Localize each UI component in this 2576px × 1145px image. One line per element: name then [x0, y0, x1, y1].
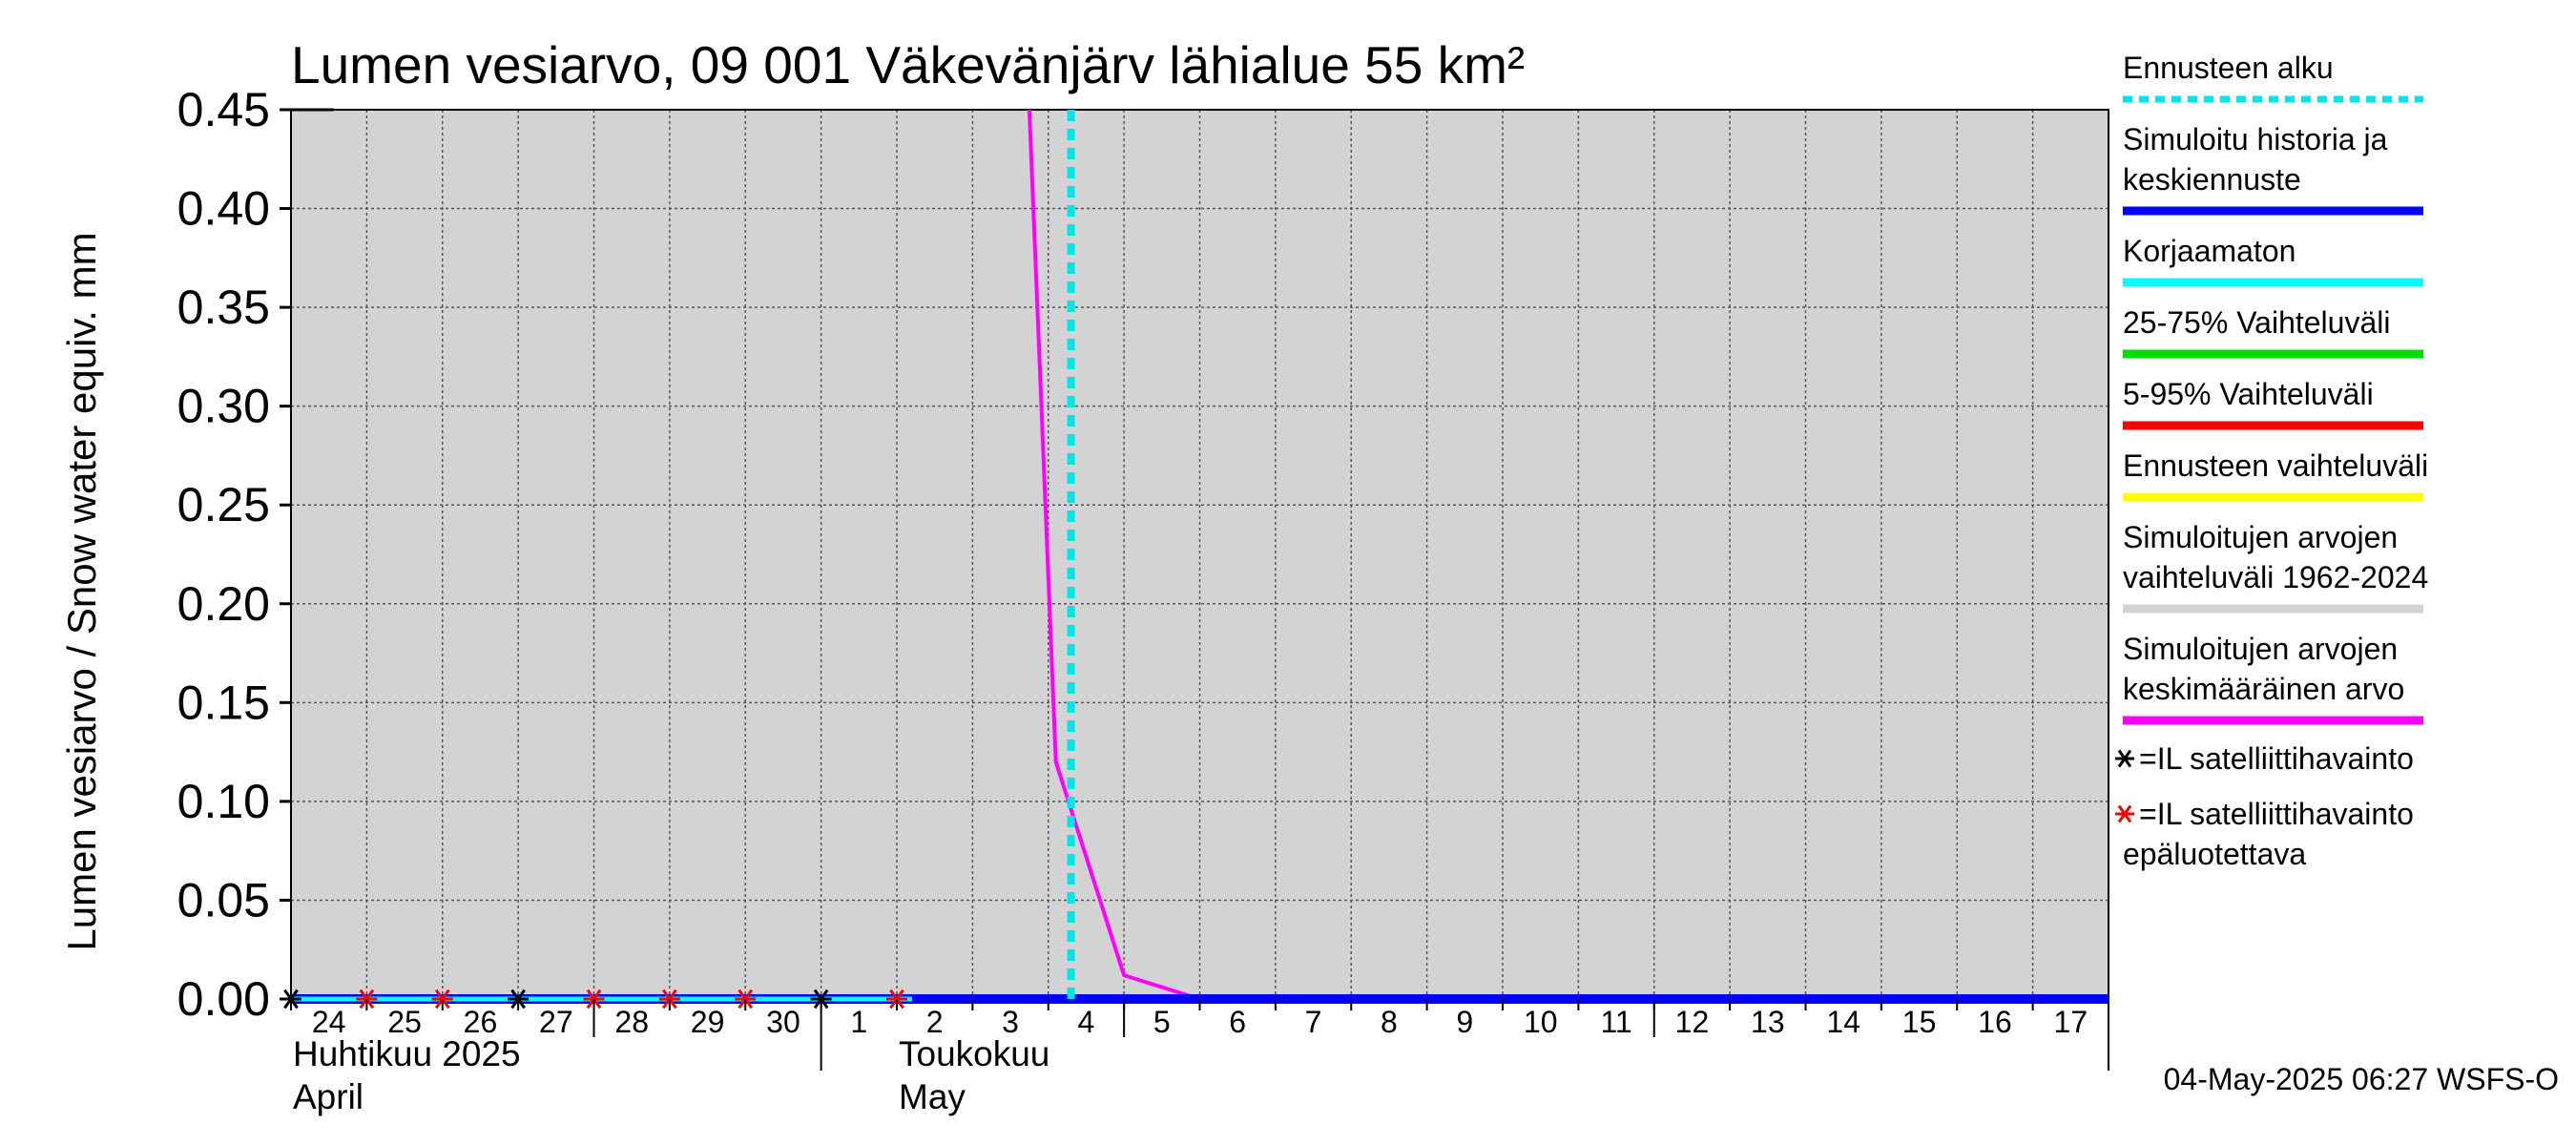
month-label-en: April	[293, 1077, 364, 1116]
legend-label: 5-95% Vaihteluväli	[2123, 377, 2374, 411]
x-tick-label: 26	[464, 1005, 498, 1039]
x-tick-label: 11	[1600, 1005, 1631, 1039]
y-tick-label: 0.00	[177, 972, 270, 1026]
x-tick-label: 4	[1078, 1005, 1095, 1039]
marker-legend-label: epäluotettava	[2123, 837, 2306, 871]
chart-title: Lumen vesiarvo, 09 001 Väkevänjärv lähia…	[291, 35, 1525, 94]
legend: Ennusteen alku Simuloitu historia ja keski…	[2115, 51, 2428, 871]
x-tick-label: 6	[1229, 1005, 1246, 1039]
y-tick-label: 0.45	[177, 83, 270, 136]
x-tick-label: 2	[926, 1005, 944, 1039]
legend-label: keskiennuste	[2123, 162, 2301, 197]
marker-stroke	[2117, 804, 2132, 823]
x-tick-label: 25	[387, 1005, 422, 1039]
legend-marker-reliable	[2115, 749, 2134, 768]
y-axis-label: Lumen vesiarvo / Snow water equiv. mm	[59, 232, 104, 950]
legend-label: 25-75% Vaihteluväli	[2123, 305, 2390, 340]
x-tick-label: 13	[1751, 1005, 1785, 1039]
y-tick-label: 0.20	[177, 577, 270, 631]
y-tick-label: 0.15	[177, 676, 270, 729]
x-tick-label: 15	[1902, 1005, 1937, 1039]
y-tick-label: 0.10	[177, 775, 270, 828]
marker-stroke	[2117, 749, 2132, 768]
x-tick-label: 29	[691, 1005, 725, 1039]
grid-lines	[290, 109, 2109, 1000]
timestamp-footer: 04-May-2025 06:27 WSFS-O	[2164, 1062, 2559, 1096]
x-tick-label: 14	[1826, 1005, 1860, 1039]
legend-marker-unreliable	[2115, 804, 2134, 823]
legend-label: Ennusteen vaihteluväli	[2123, 448, 2428, 483]
y-tick-label: 0.05	[177, 873, 270, 926]
x-tick-label: 1	[850, 1005, 867, 1039]
legend-label: Simuloitujen arvojen	[2123, 632, 2398, 666]
x-tick-label: 24	[312, 1005, 346, 1039]
legend-label: Simuloitujen arvojen	[2123, 520, 2398, 554]
legend-label: keskimääräinen arvo	[2123, 672, 2404, 706]
y-tick-label: 0.35	[177, 281, 270, 334]
x-tick-label: 7	[1305, 1005, 1322, 1039]
marker-legend-label: =IL satelliittihavainto	[2139, 741, 2414, 776]
legend-label: vaihteluväli 1962-2024	[2123, 560, 2428, 594]
axes: 0.00 0.05 0.10 0.15 0.20 0.25 0.30 0.35 0.40 0.45…	[177, 83, 2109, 1116]
y-tick-label: 0.40	[177, 182, 270, 236]
x-tick-label: 28	[614, 1005, 649, 1039]
x-tick-label: 27	[539, 1005, 573, 1039]
x-tick-label: 8	[1381, 1005, 1398, 1039]
month-label: Toukokuu	[899, 1034, 1049, 1073]
y-tick-label: 0.30	[177, 380, 270, 433]
marker-legend-label: =IL satelliittihavainto	[2139, 797, 2414, 831]
x-tick-label: 10	[1524, 1005, 1558, 1039]
legend-label: Simuloitu historia ja	[2123, 122, 2388, 156]
month-label-en: May	[899, 1077, 966, 1116]
month-label: Huhtikuu 2025	[293, 1034, 521, 1073]
x-tick-label: 3	[1002, 1005, 1019, 1039]
x-tick-label: 5	[1153, 1005, 1171, 1039]
x-tick-label: 12	[1675, 1005, 1710, 1039]
legend-label: Korjaamaton	[2123, 234, 2296, 268]
x-tick-label: 30	[766, 1005, 800, 1039]
x-tick-label: 9	[1456, 1005, 1473, 1039]
y-tick-label: 0.25	[177, 478, 270, 531]
x-tick-label: 16	[1978, 1005, 2012, 1039]
x-tick-label: 17	[2054, 1005, 2088, 1039]
legend-label: Ennusteen alku	[2123, 51, 2334, 85]
